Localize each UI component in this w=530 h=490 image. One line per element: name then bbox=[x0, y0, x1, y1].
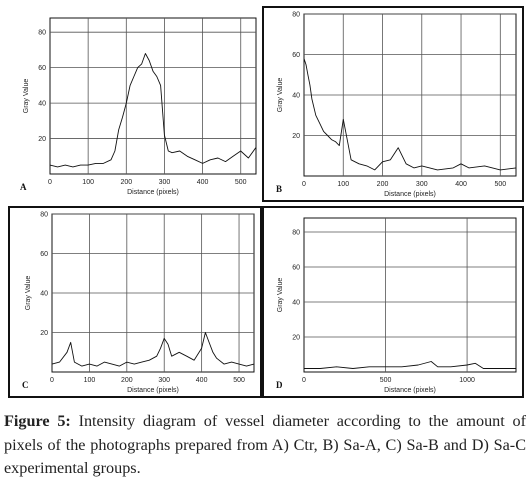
series-line-b bbox=[303, 58, 517, 171]
x-tick-label: 300 bbox=[158, 377, 170, 384]
y-tick-label: 40 bbox=[292, 93, 300, 100]
y-tick-label: 40 bbox=[292, 300, 300, 307]
x-tick-label: 400 bbox=[197, 179, 209, 186]
y-tick-label: 40 bbox=[38, 101, 46, 108]
y-tick-label: 80 bbox=[292, 230, 300, 237]
x-axis-label: Distance (pixels) bbox=[127, 387, 179, 394]
y-tick-label: 80 bbox=[292, 12, 300, 19]
plot-area-a bbox=[49, 17, 257, 175]
y-tick-label: 80 bbox=[40, 212, 48, 219]
panel-label-b: B bbox=[276, 184, 282, 194]
y-tick-label: 20 bbox=[292, 133, 300, 140]
panel-b: 0 100 200 300 400 500 20 40 60 80 Distance (pixels… bbox=[262, 6, 524, 202]
x-tick-label: 0 bbox=[48, 179, 52, 186]
panel-label-a: A bbox=[20, 182, 27, 192]
x-tick-label: 0 bbox=[302, 181, 306, 188]
x-tick-label: 500 bbox=[494, 181, 506, 188]
y-tick-label: 60 bbox=[292, 265, 300, 272]
intensity-chart-a: 0 100 200 300 400 500 20 40 60 80 Distance (pixels… bbox=[20, 17, 257, 196]
caption-text: Intensity diagram of vessel diameter acc… bbox=[4, 412, 527, 477]
plot-area-d bbox=[303, 217, 517, 373]
series-line-d bbox=[304, 361, 516, 369]
y-tick-label: 60 bbox=[38, 65, 46, 72]
x-tick-label: 500 bbox=[380, 377, 392, 384]
panel-label-c: C bbox=[22, 380, 29, 390]
y-tick-label: 20 bbox=[40, 330, 48, 337]
x-axis-label: Distance (pixels) bbox=[127, 189, 179, 196]
y-axis-label: Gray Value bbox=[277, 278, 284, 313]
y-tick-label: 60 bbox=[40, 251, 48, 258]
y-tick-label: 60 bbox=[292, 52, 300, 59]
y-axis-label: Gray Value bbox=[277, 78, 284, 113]
panel-d: 0 500 1000 20 40 60 80 Distance (pixels) Gray Va… bbox=[262, 206, 524, 398]
intensity-chart-d: 0 500 1000 20 40 60 80 Distance (pixels) Gray Va… bbox=[276, 217, 517, 394]
y-tick-label: 40 bbox=[40, 291, 48, 298]
x-tick-label: 1000 bbox=[459, 377, 475, 384]
intensity-chart-c: 0 100 200 300 400 500 20 40 60 80 Distance (pixels… bbox=[22, 212, 255, 394]
x-tick-label: 500 bbox=[233, 377, 245, 384]
x-tick-label: 300 bbox=[159, 179, 171, 186]
y-tick-label: 20 bbox=[292, 335, 300, 342]
series-line-c bbox=[51, 332, 255, 367]
x-tick-label: 100 bbox=[84, 377, 96, 384]
x-tick-label: 500 bbox=[235, 179, 247, 186]
series-line-a bbox=[49, 53, 257, 168]
x-axis-label: Distance (pixels) bbox=[384, 191, 436, 198]
y-tick-label: 80 bbox=[38, 30, 46, 37]
panel-label-d: D bbox=[276, 380, 283, 390]
x-tick-label: 200 bbox=[121, 377, 133, 384]
y-tick-label: 20 bbox=[38, 136, 46, 143]
figure-caption: Figure 5: Intensity diagram of vessel di… bbox=[4, 410, 526, 481]
intensity-chart-b: 0 100 200 300 400 500 20 40 60 80 Distance (pixels… bbox=[276, 12, 517, 198]
x-tick-label: 200 bbox=[377, 181, 389, 188]
x-tick-label: 400 bbox=[196, 377, 208, 384]
caption-label: Figure 5: bbox=[4, 412, 71, 430]
y-axis-label: Gray Value bbox=[25, 276, 32, 311]
x-tick-label: 0 bbox=[50, 377, 54, 384]
x-tick-label: 300 bbox=[416, 181, 428, 188]
x-tick-label: 0 bbox=[302, 377, 306, 384]
x-tick-label: 400 bbox=[455, 181, 467, 188]
panel-c: 0 100 200 300 400 500 20 40 60 80 Distance (pixels… bbox=[8, 206, 262, 398]
panel-a: 0 100 200 300 400 500 20 40 60 80 Distance (pixels… bbox=[8, 6, 262, 202]
x-tick-label: 200 bbox=[120, 179, 132, 186]
x-tick-label: 100 bbox=[82, 179, 94, 186]
x-axis-label: Distance (pixels) bbox=[384, 387, 436, 394]
figure: 0 100 200 300 400 500 20 40 60 80 Distance (pixels… bbox=[8, 6, 524, 398]
y-axis-label: Gray Value bbox=[23, 79, 30, 114]
x-tick-label: 100 bbox=[337, 181, 349, 188]
